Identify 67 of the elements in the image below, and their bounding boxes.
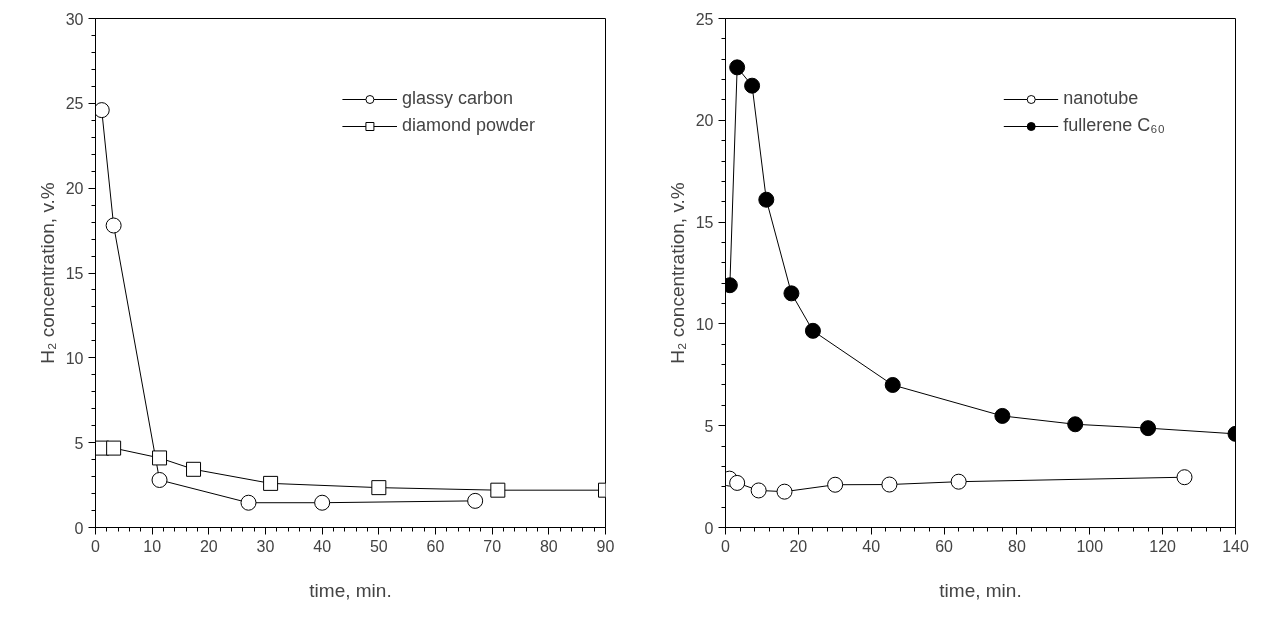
- point: [994, 407, 1011, 424]
- x-tick-label: 20: [789, 537, 808, 555]
- point: [750, 482, 767, 499]
- point: [1067, 416, 1084, 433]
- point: [106, 440, 122, 456]
- point: [729, 474, 746, 491]
- point: [467, 492, 484, 509]
- point: [744, 77, 761, 94]
- y-tick-label: 20: [65, 180, 84, 198]
- y-tick-label: 30: [65, 10, 84, 28]
- x-tick-label: 90: [596, 537, 615, 555]
- point: [783, 285, 800, 302]
- legend-label: diamond powder: [401, 115, 535, 136]
- legend-label: nanotube: [1063, 88, 1139, 109]
- y-tick-label: 0: [74, 519, 84, 537]
- point: [758, 191, 775, 208]
- x-axis-title: time, min.: [939, 579, 1022, 601]
- point: [263, 475, 279, 491]
- point: [1176, 469, 1193, 486]
- point: [881, 476, 898, 493]
- y-tick-label: 5: [704, 417, 714, 435]
- x-tick-label: 0: [91, 537, 101, 555]
- y-tick-label: 10: [695, 315, 714, 333]
- point: [105, 217, 122, 234]
- point: [314, 494, 331, 511]
- x-tick-label: 40: [313, 537, 332, 555]
- y-tick-label: 25: [695, 10, 714, 28]
- x-tick-label: 140: [1222, 537, 1249, 555]
- point: [827, 476, 844, 493]
- y-tick-label: 15: [65, 265, 84, 282]
- x-tick-label: 80: [539, 537, 558, 555]
- point: [776, 483, 793, 500]
- y-tick-label: 20: [695, 112, 714, 130]
- y-axis-title: H₂ concentration, v.%: [666, 182, 688, 364]
- legend-label: fullerene C₆₀: [1063, 115, 1165, 136]
- y-tick-label: 25: [65, 95, 84, 113]
- x-tick-label: 120: [1149, 537, 1177, 555]
- point: [1140, 420, 1157, 437]
- y-axis-title: H₂ concentration, v.%: [36, 182, 58, 364]
- point: [151, 472, 168, 488]
- x-tick-label: 100: [1076, 537, 1104, 555]
- point: [186, 461, 202, 477]
- x-tick-label: 20: [199, 537, 218, 555]
- point: [884, 376, 901, 393]
- x-axis-title: time, min.: [309, 579, 392, 601]
- point: [490, 482, 506, 498]
- point: [804, 322, 821, 339]
- x-tick-label: 0: [721, 537, 731, 555]
- x-tick-label: 10: [143, 537, 162, 555]
- x-tick-label: 40: [862, 537, 881, 555]
- x-tick-label: 80: [1008, 537, 1026, 555]
- point: [95, 102, 110, 119]
- y-tick-label: 10: [65, 349, 84, 367]
- x-tick-label: 30: [256, 537, 275, 555]
- x-tick-label: 60: [426, 537, 445, 555]
- x-tick-label: 60: [935, 537, 954, 555]
- x-tick-label: 70: [483, 537, 502, 555]
- point: [729, 59, 746, 76]
- y-tick-label: 15: [695, 214, 714, 232]
- y-tick-label: 5: [74, 434, 84, 452]
- point: [371, 480, 387, 496]
- legend-label: glassy carbon: [401, 88, 513, 109]
- point: [950, 473, 967, 490]
- y-tick-label: 0: [704, 519, 714, 537]
- point: [240, 494, 257, 511]
- point: [152, 450, 168, 466]
- x-tick-label: 50: [369, 537, 388, 555]
